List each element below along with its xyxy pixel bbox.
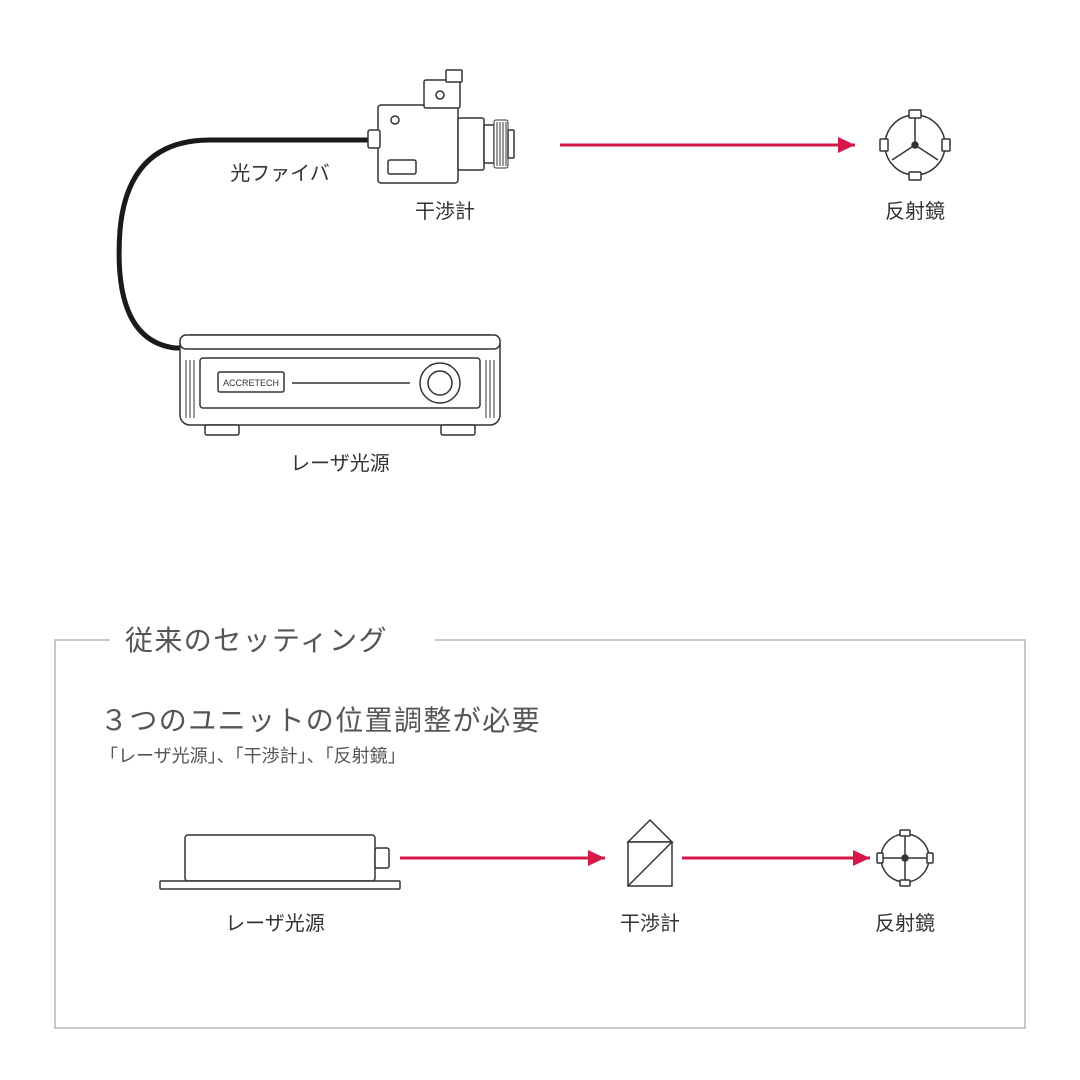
panel-interferometer-icon bbox=[628, 820, 672, 886]
panel-arrow-2 bbox=[682, 850, 870, 866]
panel-mirror-label: 反射鏡 bbox=[875, 912, 935, 935]
panel-interferometer-label: 干渉計 bbox=[620, 912, 680, 935]
laser-source-unit: ACCRETECH bbox=[180, 335, 500, 435]
mirror-top bbox=[880, 110, 950, 180]
laser-source-label: レーザ光源 bbox=[290, 452, 390, 475]
interferometer-unit bbox=[368, 70, 514, 183]
mirror-label: 反射鏡 bbox=[885, 200, 945, 223]
diagram-canvas: 光ファイバ 干渉計 反射鏡 ACCRETECH bbox=[0, 0, 1080, 1080]
panel-arrow-1 bbox=[400, 850, 605, 866]
panel-headline: ３つのユニットの位置調整が必要 bbox=[100, 705, 541, 736]
laser-brand-label: ACCRETECH bbox=[223, 378, 279, 388]
interferometer-label: 干渉計 bbox=[415, 200, 475, 223]
panel-laser-icon bbox=[160, 835, 400, 889]
panel-laser-label: レーザ光源 bbox=[225, 912, 325, 935]
beam-arrow-top bbox=[560, 137, 855, 153]
conventional-panel bbox=[55, 640, 1025, 1028]
panel-title: 従来のセッティング bbox=[125, 625, 388, 656]
fiber-label: 光ファイバ bbox=[230, 162, 330, 185]
panel-mirror-icon bbox=[877, 830, 933, 886]
panel-subtitle: 「レーザ光源」、「干渉計」、「反射鏡」 bbox=[100, 746, 406, 766]
